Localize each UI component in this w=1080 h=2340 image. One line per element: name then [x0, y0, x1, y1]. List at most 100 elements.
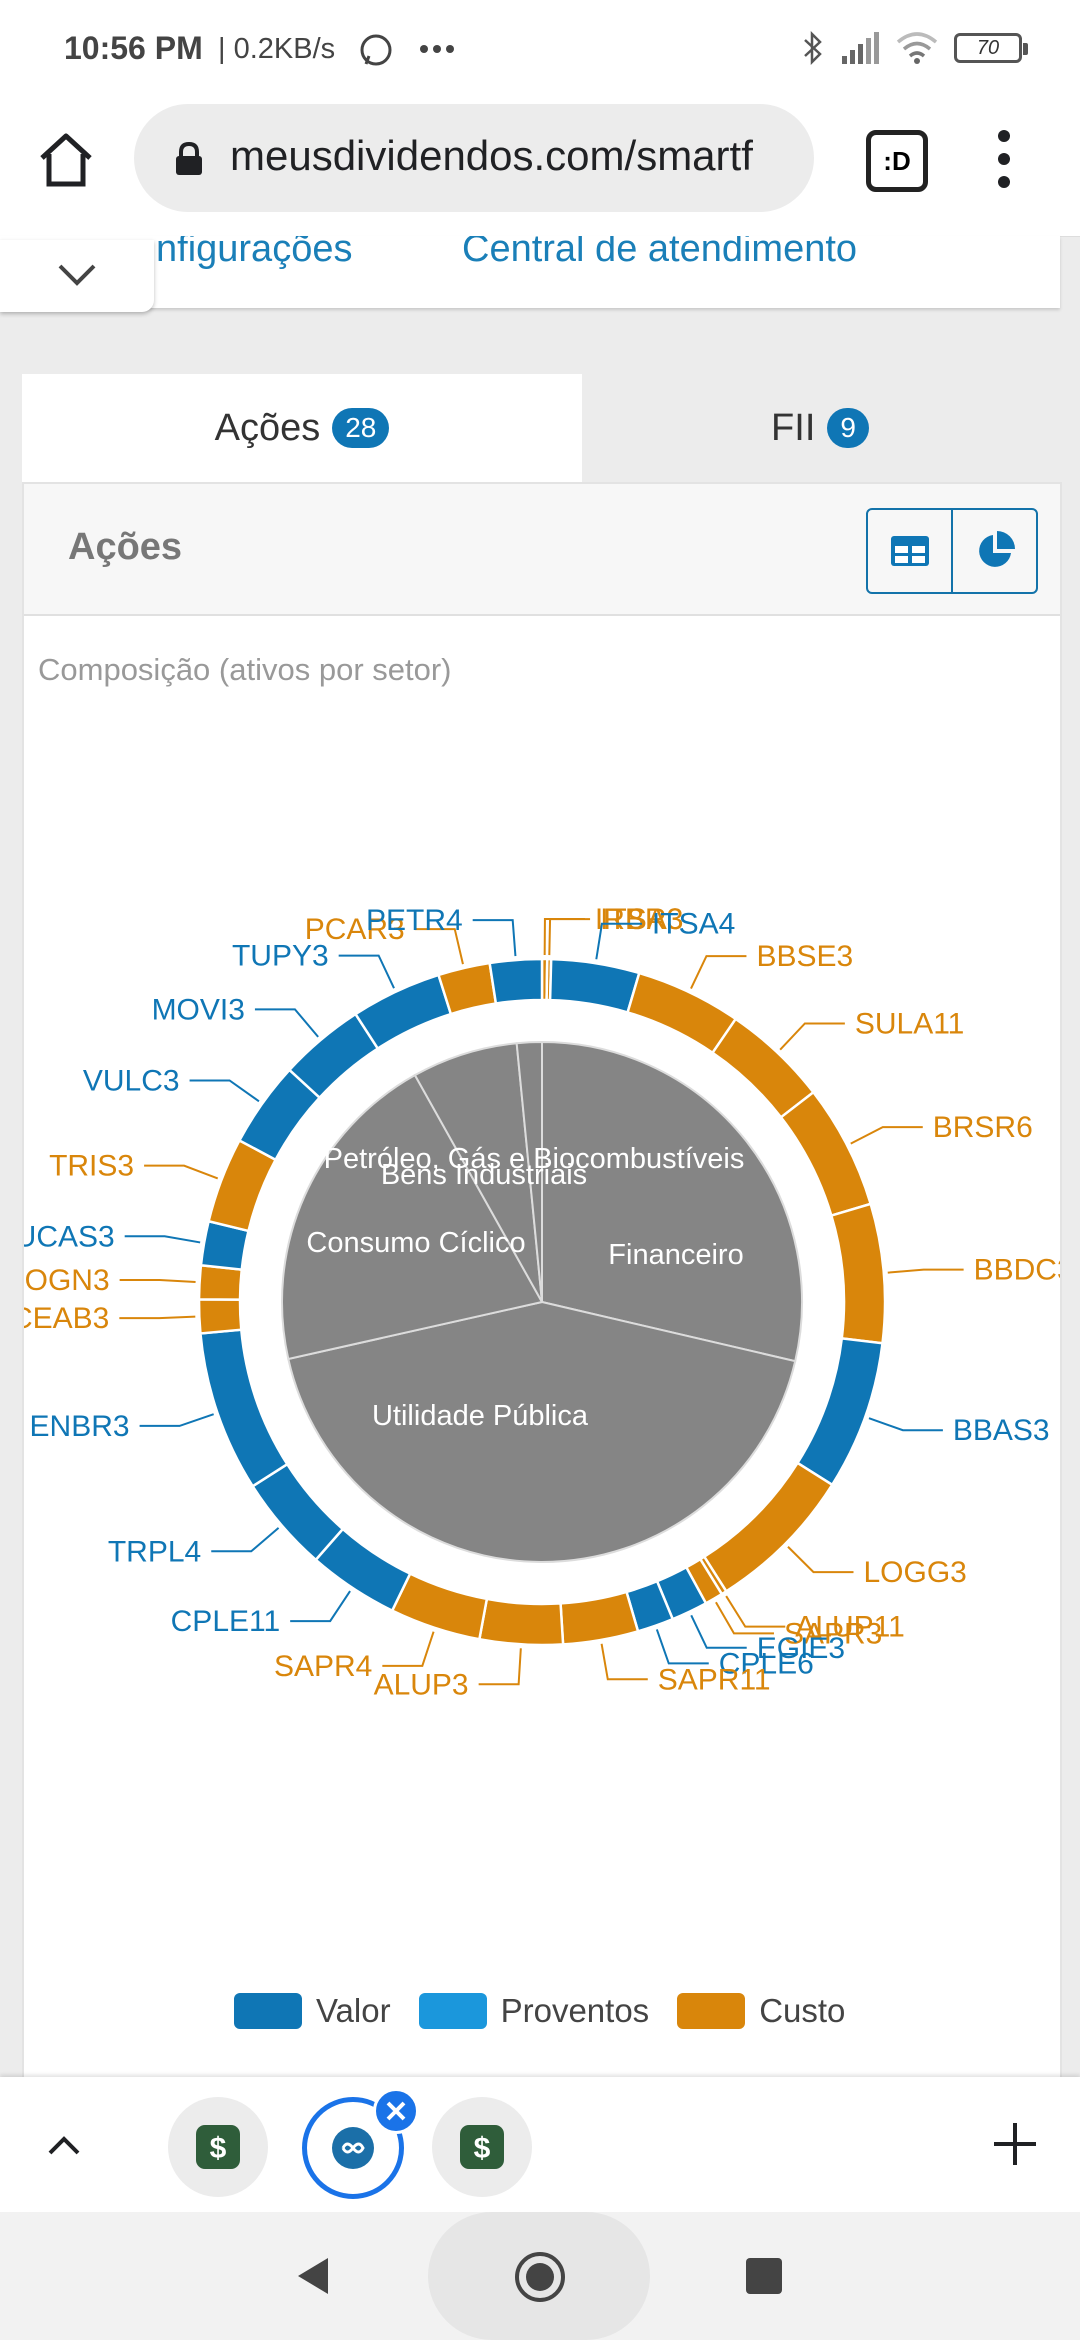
chevron-up-icon[interactable] [44, 2125, 84, 2165]
home-circle-icon[interactable] [513, 2250, 567, 2304]
legend-swatch-proventos [418, 1993, 487, 2029]
tab-fii-count: 9 [827, 408, 869, 448]
ring-label-itsa4: ITSA4 [652, 908, 735, 941]
status-network-speed: | 0.2KB/s [218, 33, 336, 65]
leader-vulc3 [189, 1079, 260, 1103]
legend-item-custo[interactable]: Custo [677, 1992, 845, 2030]
ring-label-alup11: ALUP11 [795, 1611, 905, 1644]
ring-label-sapr11: SAPR11 [658, 1663, 771, 1696]
tab-switcher-button[interactable]: :D [866, 130, 928, 192]
bluetooth-icon [804, 30, 822, 66]
ring-label-cple6: CPLE6 [719, 1647, 814, 1680]
ring-segment-sapr11 [559, 1590, 640, 1646]
legend-item-proventos[interactable]: Proventos [418, 1992, 649, 2030]
ring-segment-bbdc3 [829, 1202, 887, 1345]
pie-slice-consumo-ciclico [281, 1073, 544, 1361]
ring-label-sula11: SULA11 [855, 1007, 965, 1040]
svg-text:$: $ [474, 2132, 491, 2165]
tab-thumb-3[interactable]: $ [432, 2097, 532, 2197]
tab-thumb-1[interactable]: $ [168, 2097, 268, 2197]
ring-segment-ceab3 [197, 1298, 243, 1335]
pie-label-petroleo-gas-e-biocombustiveis: Petróleo, Gás e Biocombustíveis [324, 1143, 745, 1175]
pie-slice-utilidade-publica [287, 1300, 797, 1563]
battery-icon: 70 [954, 33, 1028, 63]
pie-label-financeiro: Financeiro [608, 1239, 743, 1271]
composition-chart: Financeiro Utilidade Pública Consumo Cícli… [24, 903, 1060, 1701]
leader-enbr3 [139, 1413, 214, 1427]
chevron-down-icon [58, 264, 96, 286]
menu-icon[interactable] [996, 124, 1012, 194]
panel-header: Ações [24, 484, 1060, 616]
leader-bbas3 [868, 1417, 943, 1432]
wifi-icon [896, 32, 938, 64]
more-notifications-icon [420, 45, 454, 53]
collapse-menu-button[interactable] [0, 240, 154, 312]
nav-link-central-atendimento[interactable]: Central de atendimento [462, 236, 858, 270]
leader-alup11 [725, 1595, 786, 1628]
url-bar[interactable]: meusdividendos.com/smartf [134, 104, 814, 212]
pie-label-consumo-ciclico: Consumo Cíclico [306, 1227, 525, 1259]
leader-trpl4 [211, 1527, 280, 1553]
close-icon [386, 2101, 406, 2121]
battery-level: 70 [976, 37, 1000, 59]
tab-thumb-active[interactable] [302, 2088, 419, 2199]
android-nav-bar [0, 2212, 1080, 2340]
new-tab-icon[interactable] [990, 2119, 1040, 2169]
tab-acoes[interactable]: Ações 28 [22, 374, 582, 482]
nav-link-configuracoes[interactable]: nfigurações [156, 236, 353, 270]
tab-acoes-count: 28 [332, 408, 390, 448]
ring-label-logg3: LOGG3 [863, 1556, 966, 1589]
pie-label-bens-industriais: Bens Industriais [381, 1159, 587, 1191]
panel-title: Ações [68, 526, 183, 568]
ring-segment-brsr6 [779, 1090, 873, 1218]
dollar-app-icon: $ [196, 2125, 240, 2169]
ring-label-petr4: PETR4 [366, 904, 463, 937]
legend-swatch-custo [677, 1993, 746, 2029]
ring-label-cogn3: COGN3 [24, 1264, 110, 1297]
back-icon[interactable] [296, 2256, 330, 2296]
chart-caption: Composição (ativos por setor) [38, 652, 452, 687]
legend-item-valor[interactable]: Valor [234, 1992, 391, 2030]
pie-slice-petroleo-gas-e-biocombustiveis [515, 1040, 543, 1303]
ring-segment-bbas3 [795, 1336, 884, 1487]
legend-label-custo: Custo [759, 1992, 846, 2029]
signal-icon [842, 32, 879, 64]
asset-tabs: Ações 28 FII 9 [22, 374, 1058, 482]
leader-tupy3 [338, 954, 395, 989]
leader-movi3 [254, 1008, 319, 1038]
chart-view-button[interactable] [951, 510, 1036, 592]
home-icon[interactable] [36, 130, 96, 190]
leader-bbdc3 [887, 1268, 964, 1274]
recents-icon[interactable] [746, 2258, 782, 2294]
ring-label-tupy3: TUPY3 [232, 940, 329, 973]
table-view-button[interactable] [868, 510, 951, 592]
leader-sapr11 [600, 1643, 648, 1681]
ring-label-cple11: CPLE11 [171, 1605, 281, 1638]
ring-segment-tupy3 [353, 973, 453, 1051]
ring-label-vulc3: VULC3 [83, 1064, 180, 1097]
ring-segment-enbr3 [199, 1328, 289, 1488]
ring-label-irbr3: IRBR3 [595, 903, 683, 936]
ring-label-trpl4: TRPL4 [108, 1535, 201, 1568]
tab-fii[interactable]: FII 9 [582, 374, 1058, 482]
ring-label-lucas3: LUCAS3 [24, 1220, 115, 1253]
leader-itsa4 [595, 922, 642, 960]
ring-label-egie3: EGIE3 [757, 1632, 845, 1665]
ring-label-itsa3: ITSA3 [600, 903, 683, 936]
svg-text:$: $ [210, 2132, 227, 2165]
url-text: meusdividendos.com/smartf [230, 132, 753, 179]
leader-cple11 [290, 1590, 351, 1623]
ring-segment-petr4 [488, 957, 544, 1005]
ring-label-sapr4: SAPR4 [274, 1650, 372, 1683]
close-tab-button[interactable] [373, 2088, 419, 2134]
status-bar: 10:56 PM | 0.2KB/s 70 [0, 0, 1080, 96]
ring-label-brsr6: BRSR6 [933, 1111, 1033, 1144]
leader-bbse3 [690, 955, 747, 990]
leader-logg3 [787, 1546, 854, 1574]
ring-segment-alup3 [477, 1597, 565, 1647]
leader-sapr3 [715, 1601, 774, 1635]
lock-icon [176, 142, 202, 175]
ring-segment-cogn3 [197, 1263, 244, 1301]
ring-label-bbse3: BBSE3 [756, 940, 853, 973]
leader-cogn3 [119, 1278, 196, 1284]
